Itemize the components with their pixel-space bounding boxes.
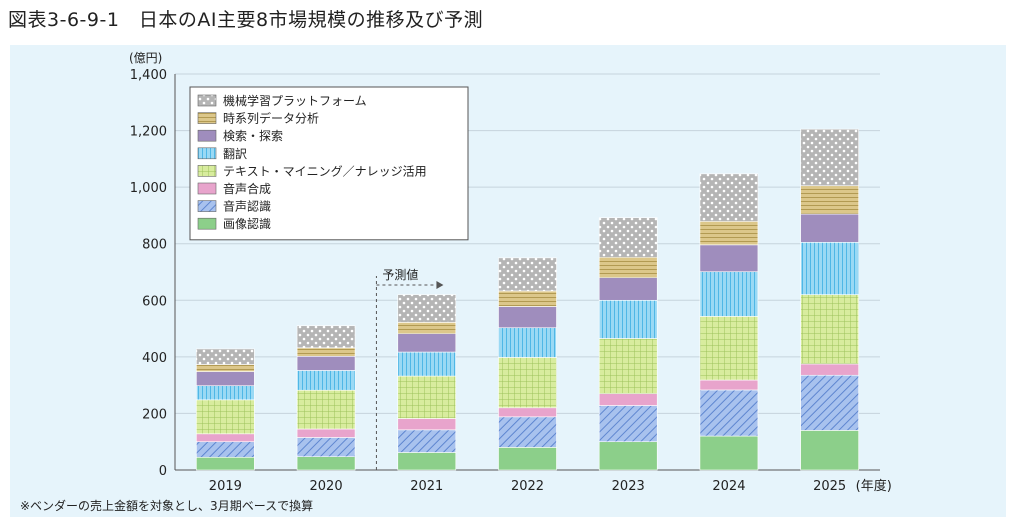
bar-segment	[498, 290, 557, 307]
bar-segment	[397, 294, 457, 323]
bar-segment	[296, 456, 356, 471]
bar-segment	[498, 407, 557, 418]
y-tick-label: 600	[142, 294, 167, 309]
bar-segment	[296, 370, 356, 391]
y-tick-label: 1,000	[130, 181, 167, 196]
bar-segment	[397, 351, 457, 377]
bar-segment	[800, 374, 859, 431]
bar-segment	[598, 441, 658, 471]
bar-segment	[699, 221, 759, 246]
bar-segment	[800, 430, 859, 471]
y-tick-label: 800	[142, 238, 167, 253]
bar-segment	[296, 437, 356, 458]
page-title: 図表3-6-9-1 日本のAI主要8市場規模の推移及び予測	[8, 9, 484, 31]
legend-swatch	[197, 112, 217, 124]
legend-swatch	[197, 147, 217, 160]
legend-label: 翻訳	[223, 146, 247, 161]
y-tick-label: 1,400	[130, 68, 167, 83]
legend-label: テキスト・マイニング／ナレッジ活用	[223, 164, 427, 178]
x-tick-label: 2025	[813, 479, 846, 494]
bar-segment	[498, 327, 557, 358]
bar-segment	[800, 294, 859, 365]
forecast-arrow-head	[436, 281, 444, 289]
bar-segment	[800, 128, 859, 187]
bar-segment	[699, 244, 759, 273]
x-tick-label: 2019	[209, 479, 242, 494]
legend-label: 音声合成	[223, 181, 271, 196]
bar-segment	[296, 428, 356, 438]
bar-segment	[296, 355, 356, 371]
legend-swatch	[197, 217, 217, 230]
y-tick-label: 0	[159, 464, 167, 479]
legend-label: 画像認識	[223, 216, 271, 231]
bar-segment	[296, 347, 356, 357]
bar-segment	[397, 452, 457, 471]
bar-segment	[498, 447, 557, 471]
y-tick-label: 200	[142, 407, 167, 422]
bar-segment	[699, 316, 759, 381]
bar-segment	[699, 389, 759, 437]
bar-segment	[196, 399, 255, 435]
bar-segment	[699, 379, 759, 391]
bar-segment	[397, 418, 457, 431]
bar-segment	[800, 185, 859, 215]
bar-segment	[397, 429, 457, 453]
bar-segment	[800, 242, 859, 295]
legend-swatch	[197, 182, 217, 195]
legend-box	[189, 86, 469, 241]
bar-segment	[598, 405, 658, 443]
bar-segment	[800, 213, 859, 243]
legend-swatch	[197, 200, 217, 212]
bar-segment	[296, 389, 356, 430]
x-tick-label: 2024	[712, 479, 745, 494]
x-tick-label: 2020	[310, 479, 343, 494]
x-tick-label: 2022	[511, 479, 544, 494]
stacked-bar-chart: 0 200 400 600 800 1,000 1,200 1,400 (億円) 2019 2020…	[129, 51, 892, 494]
bar-segment	[598, 256, 658, 278]
legend-swatch	[197, 165, 217, 177]
x-tick-label: 2021	[410, 479, 443, 494]
bar-segment	[699, 173, 759, 222]
bar-segment	[196, 385, 255, 401]
bar-segment	[598, 217, 658, 258]
y-tick-label: 400	[142, 351, 167, 366]
y-tick-label: 1,200	[130, 125, 167, 140]
bar-segment	[196, 433, 255, 443]
bar-segment	[397, 333, 457, 353]
bar-segment	[498, 306, 557, 329]
bar-segment	[800, 363, 859, 376]
bar-segment	[699, 271, 759, 317]
legend-label: 検索・探索	[223, 129, 283, 143]
footnote: ※ベンダーの売上金額を対象とし、3月期ベースで換算	[20, 499, 314, 513]
forecast-label: 予測値	[382, 267, 418, 282]
bar-segment	[397, 375, 457, 419]
legend-label: 時系列データ分析	[223, 111, 319, 126]
legend-label: 機械学習プラットフォーム	[223, 93, 367, 108]
legend-swatch	[197, 94, 217, 107]
bar-segment	[196, 456, 255, 471]
bar-segment	[196, 364, 255, 372]
legend-swatch	[197, 129, 217, 142]
x-axis-unit-label: (年度)	[856, 478, 892, 494]
x-tick-label: 2023	[612, 479, 645, 494]
legend-label: 音声認識	[223, 199, 271, 214]
bar-segment	[598, 393, 658, 406]
bar-segment	[296, 325, 356, 349]
bar-segment	[196, 348, 255, 365]
bar-segment	[196, 371, 255, 387]
bar-segment	[598, 277, 658, 301]
bar-segment	[397, 322, 457, 334]
chart-panel: 0 200 400 600 800 1,000 1,200 1,400 (億円) 2019 2020…	[10, 45, 1006, 517]
y-axis-label: (億円)	[129, 51, 162, 65]
bar-segment	[498, 257, 557, 292]
bar-segment	[598, 338, 658, 394]
bar-segment	[498, 416, 557, 448]
bar-segment	[498, 357, 557, 409]
bar-segment	[598, 299, 658, 339]
bar-segment	[699, 435, 759, 471]
bar-segment	[196, 441, 255, 458]
